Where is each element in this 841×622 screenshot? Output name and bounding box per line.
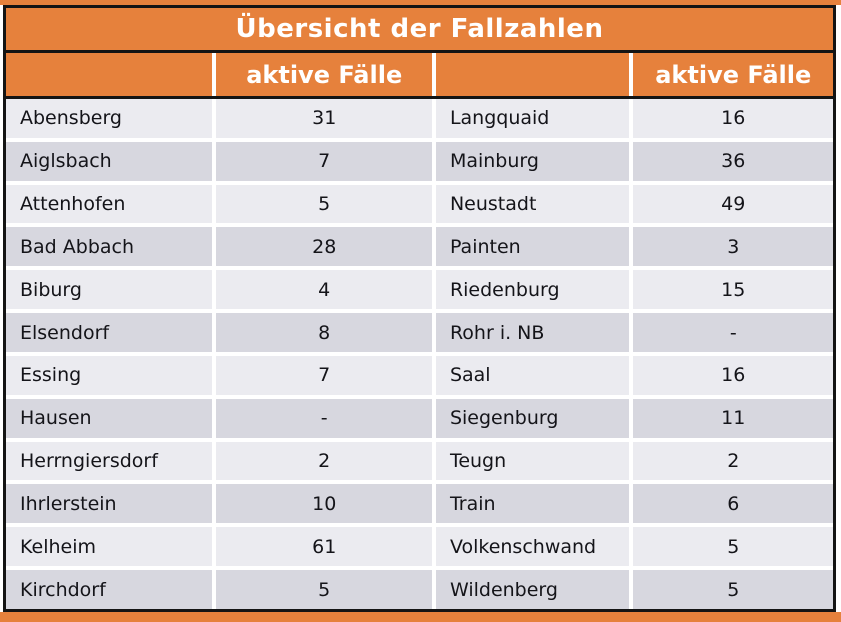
municipality-name-cell: Biburg [6, 270, 213, 310]
municipality-name-cell: Hausen [6, 398, 213, 438]
active-cases-cell: 7 [216, 141, 432, 181]
municipality-name-cell: Elsendorf [6, 313, 213, 352]
municipality-name-cell: Train [435, 484, 630, 524]
header-cell-municipality-right [435, 53, 630, 96]
municipality-name-cell: Aiglsbach [6, 141, 213, 181]
bottom-accent-strip [0, 612, 841, 622]
header-cell-active-cases-left: aktive Fälle [216, 53, 432, 96]
active-cases-cell: 6 [633, 484, 833, 524]
municipality-name-cell: Teugn [435, 441, 630, 481]
active-cases-cell: 5 [216, 184, 432, 224]
active-cases-cell: - [633, 313, 833, 352]
table-header-row: aktive Fälle aktive Fälle [6, 53, 833, 99]
municipality-name-cell: Herrngiersdorf [6, 441, 213, 481]
header-cell-active-cases-right: aktive Fälle [633, 53, 833, 96]
table-title: Übersicht der Fallzahlen [6, 8, 833, 53]
case-numbers-table: Übersicht der Fallzahlen aktive Fälle ak… [3, 5, 836, 612]
active-cases-cell: 5 [633, 527, 833, 567]
active-cases-cell: 61 [216, 527, 432, 567]
municipality-name-cell: Langquaid [435, 99, 630, 138]
active-cases-cell: 15 [633, 270, 833, 310]
municipality-name-cell: Essing [6, 355, 213, 395]
municipality-name-cell: Kirchdorf [6, 570, 213, 609]
active-cases-cell: 11 [633, 398, 833, 438]
active-cases-cell: 10 [216, 484, 432, 524]
municipality-name-cell: Mainburg [435, 141, 630, 181]
municipality-name-cell: Attenhofen [6, 184, 213, 224]
municipality-name-cell: Saal [435, 355, 630, 395]
active-cases-cell: 3 [633, 227, 833, 267]
active-cases-cell: 16 [633, 99, 833, 138]
active-cases-cell: 49 [633, 184, 833, 224]
header-cell-municipality-left [6, 53, 213, 96]
municipality-name-cell: Ihrlerstein [6, 484, 213, 524]
municipality-name-cell: Siegenburg [435, 398, 630, 438]
municipality-name-cell: Wildenberg [435, 570, 630, 609]
active-cases-cell: 5 [633, 570, 833, 609]
active-cases-cell: 8 [216, 313, 432, 352]
municipality-name-cell: Bad Abbach [6, 227, 213, 267]
active-cases-cell: 28 [216, 227, 432, 267]
top-accent-strip [0, 0, 841, 5]
active-cases-cell: 16 [633, 355, 833, 395]
active-cases-cell: 4 [216, 270, 432, 310]
active-cases-cell: 2 [216, 441, 432, 481]
table-body: Abensberg 31 Langquaid 16 Aiglsbach 7 Mainburg… [6, 99, 833, 609]
active-cases-cell: 2 [633, 441, 833, 481]
municipality-name-cell: Riedenburg [435, 270, 630, 310]
active-cases-cell: - [216, 398, 432, 438]
active-cases-cell: 31 [216, 99, 432, 138]
municipality-name-cell: Kelheim [6, 527, 213, 567]
municipality-name-cell: Abensberg [6, 99, 213, 138]
active-cases-cell: 5 [216, 570, 432, 609]
municipality-name-cell: Painten [435, 227, 630, 267]
municipality-name-cell: Volkenschwand [435, 527, 630, 567]
municipality-name-cell: Neustadt [435, 184, 630, 224]
active-cases-cell: 7 [216, 355, 432, 395]
active-cases-cell: 36 [633, 141, 833, 181]
municipality-name-cell: Rohr i. NB [435, 313, 630, 352]
